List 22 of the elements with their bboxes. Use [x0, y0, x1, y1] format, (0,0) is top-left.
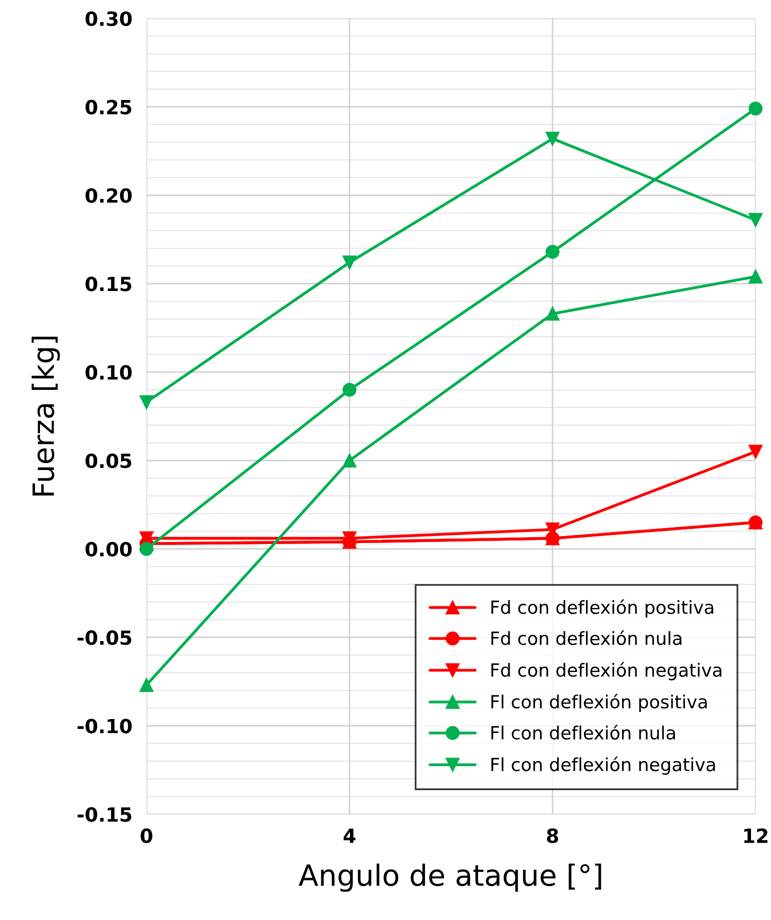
x-tick-label: 0 [140, 828, 152, 844]
x-tick-label: 12 [744, 828, 768, 843]
y-axis-title: Fuerza [kg] [32, 336, 60, 496]
x-tick-label: 8 [546, 828, 558, 844]
y-tick-label: -0.05 [78, 630, 132, 646]
y-tick-label: 0.25 [86, 100, 132, 114]
y-tick-label: 0.00 [86, 542, 132, 557]
y-tick-label: 0.05 [86, 453, 132, 468]
y-tick-label: 0.10 [86, 365, 132, 380]
y-tick-label: -0.10 [78, 718, 132, 734]
legend-label: Fl con deflexión nula [491, 724, 675, 740]
y-tick-label: 0.15 [86, 276, 132, 292]
x-axis-title: Angulo de ataque [°] [298, 864, 602, 892]
y-tick-label: -0.15 [78, 807, 132, 822]
legend-label: Fl con deflexión positiva [491, 694, 707, 712]
legend-label: Fl con deflexión negativa [491, 756, 715, 775]
y-tick-label: 0.30 [86, 11, 132, 26]
legend-label: Fd con deflexión positiva [491, 599, 714, 618]
x-tick-label: 4 [344, 828, 356, 843]
legend-label: Fd con deflexión negativa [491, 662, 722, 680]
legend-label: Fd con deflexión nula [491, 630, 682, 646]
y-tick-label: 0.20 [86, 188, 132, 203]
